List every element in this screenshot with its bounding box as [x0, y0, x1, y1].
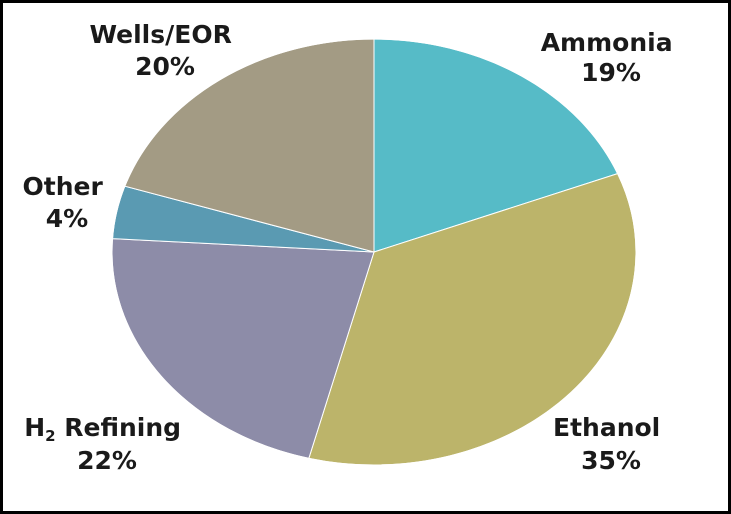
- label-other: Other 4%: [22, 172, 111, 233]
- label-h2-refining: H2 Refining 22%: [24, 413, 190, 475]
- pie-outline: [111, 38, 637, 466]
- label-ethanol: Ethanol 35%: [553, 413, 669, 475]
- label-h2-rest: Refining: [56, 413, 182, 442]
- label-h2-refining-value: 22%: [77, 446, 137, 475]
- label-ammonia-name: Ammonia: [541, 28, 673, 57]
- label-wells-eor-value: 20%: [135, 52, 195, 81]
- label-other-name: Other: [22, 172, 103, 201]
- label-ethanol-value: 35%: [581, 446, 641, 475]
- label-wells-eor: Wells/EOR 20%: [89, 20, 240, 81]
- pie-slices: [111, 38, 637, 466]
- pie-chart: Ammonia 19% Ethanol 35% H2 Refining 22% …: [22, 20, 682, 475]
- label-other-value: 4%: [46, 204, 88, 233]
- label-h2-subscript: 2: [45, 427, 55, 445]
- label-ammonia-value: 19%: [581, 58, 641, 87]
- label-ethanol-name: Ethanol: [553, 413, 660, 442]
- label-h2-base: H: [24, 413, 45, 442]
- label-wells-eor-name: Wells/EOR: [89, 20, 231, 49]
- label-ammonia: Ammonia 19%: [541, 28, 682, 87]
- label-h2-refining-name: H2 Refining: [24, 413, 181, 445]
